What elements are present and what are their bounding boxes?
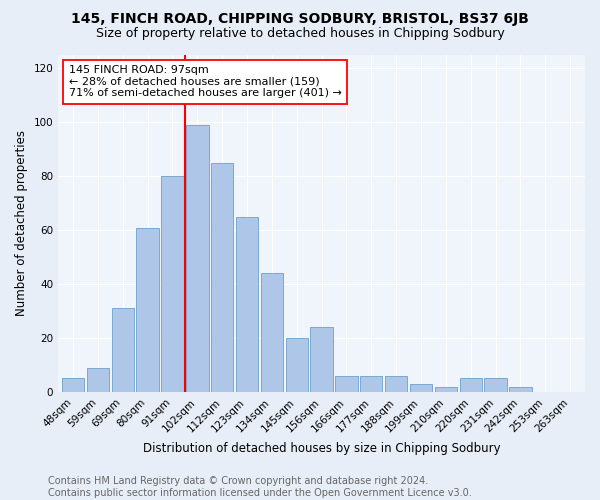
Bar	[484, 378, 507, 392]
X-axis label: Distribution of detached houses by size in Chipping Sodbury: Distribution of detached houses by size …	[143, 442, 500, 455]
Y-axis label: Number of detached properties: Number of detached properties	[15, 130, 28, 316]
Bar	[509, 386, 532, 392]
Bar	[410, 384, 432, 392]
Bar	[460, 378, 482, 392]
Bar	[161, 176, 184, 392]
Bar	[385, 376, 407, 392]
Bar	[236, 216, 258, 392]
Bar	[62, 378, 84, 392]
Text: Size of property relative to detached houses in Chipping Sodbury: Size of property relative to detached ho…	[95, 28, 505, 40]
Bar	[186, 125, 209, 392]
Bar	[310, 328, 333, 392]
Text: Contains HM Land Registry data © Crown copyright and database right 2024.
Contai: Contains HM Land Registry data © Crown c…	[48, 476, 472, 498]
Bar	[286, 338, 308, 392]
Bar	[434, 386, 457, 392]
Bar	[360, 376, 382, 392]
Text: 145 FINCH ROAD: 97sqm
← 28% of detached houses are smaller (159)
71% of semi-det: 145 FINCH ROAD: 97sqm ← 28% of detached …	[69, 65, 341, 98]
Bar	[211, 163, 233, 392]
Text: 145, FINCH ROAD, CHIPPING SODBURY, BRISTOL, BS37 6JB: 145, FINCH ROAD, CHIPPING SODBURY, BRIST…	[71, 12, 529, 26]
Bar	[136, 228, 159, 392]
Bar	[112, 308, 134, 392]
Bar	[87, 368, 109, 392]
Bar	[260, 274, 283, 392]
Bar	[335, 376, 358, 392]
